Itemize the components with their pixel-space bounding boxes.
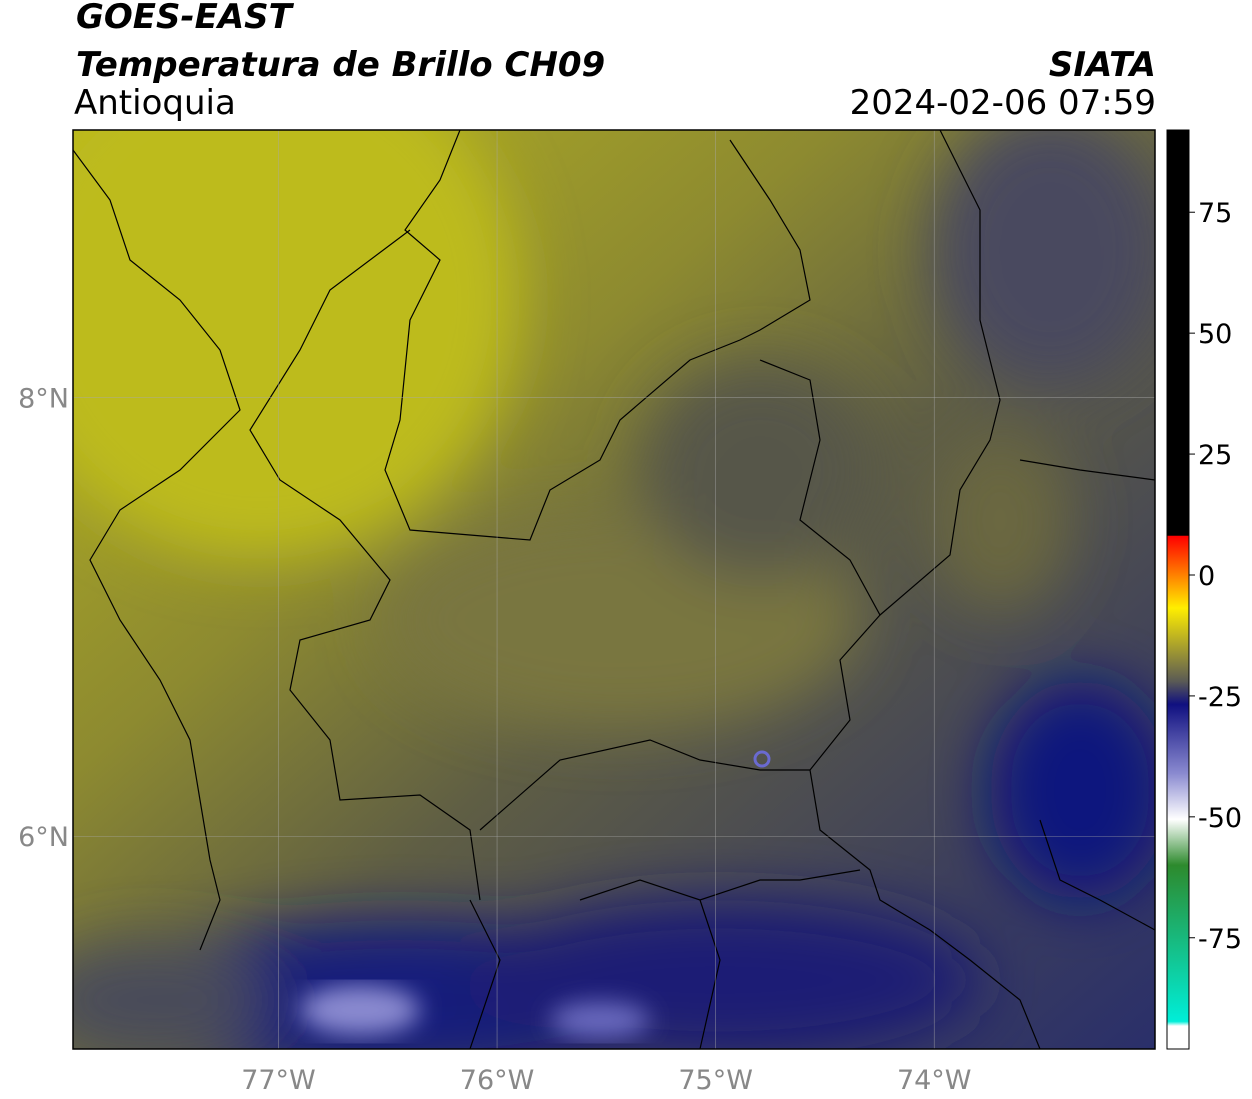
coastline — [73, 149, 241, 951]
map-field — [73, 130, 1155, 1049]
lon-tick-label: 77°W — [241, 1065, 316, 1096]
border — [809, 614, 1041, 1049]
border — [469, 869, 861, 1049]
border — [479, 739, 810, 831]
source-title: SIATA — [1048, 45, 1156, 85]
colorbar-tick-label: 75 — [1198, 198, 1232, 229]
lat-tick-label: 6°N — [18, 822, 69, 853]
colorbar-tick-label: -75 — [1198, 924, 1242, 955]
border — [759, 130, 1001, 616]
colorbar — [1166, 129, 1190, 1050]
graticule — [73, 130, 1155, 1049]
lon-tick-label: 74°W — [897, 1065, 972, 1096]
cold-tops — [300, 985, 650, 1038]
lon-tick-label: 75°W — [678, 1065, 753, 1096]
colorbar-tick-label: -25 — [1198, 682, 1242, 713]
product-title: Temperatura de Brillo CH09 — [76, 45, 606, 85]
colorbar-tick-label: -50 — [1198, 803, 1242, 834]
colorbar-tick-label: 25 — [1198, 440, 1232, 471]
border — [384, 130, 811, 541]
cold-spot — [753, 750, 771, 768]
map-frame — [72, 129, 1156, 1050]
borders — [73, 130, 1155, 1049]
datetime-title: 2024-02-06 07:59 — [849, 83, 1156, 123]
lat-tick-label: 8°N — [18, 384, 69, 415]
colorbar-tick-label: 0 — [1198, 561, 1215, 592]
satellite-title: GOES-EAST — [76, 0, 292, 37]
border — [1019, 459, 1155, 931]
border — [249, 229, 481, 901]
colorbar-tick-label: 50 — [1198, 319, 1232, 350]
region-title: Antioquia — [74, 83, 236, 123]
lon-tick-label: 76°W — [460, 1065, 535, 1096]
cloud-field — [73, 130, 1155, 1049]
